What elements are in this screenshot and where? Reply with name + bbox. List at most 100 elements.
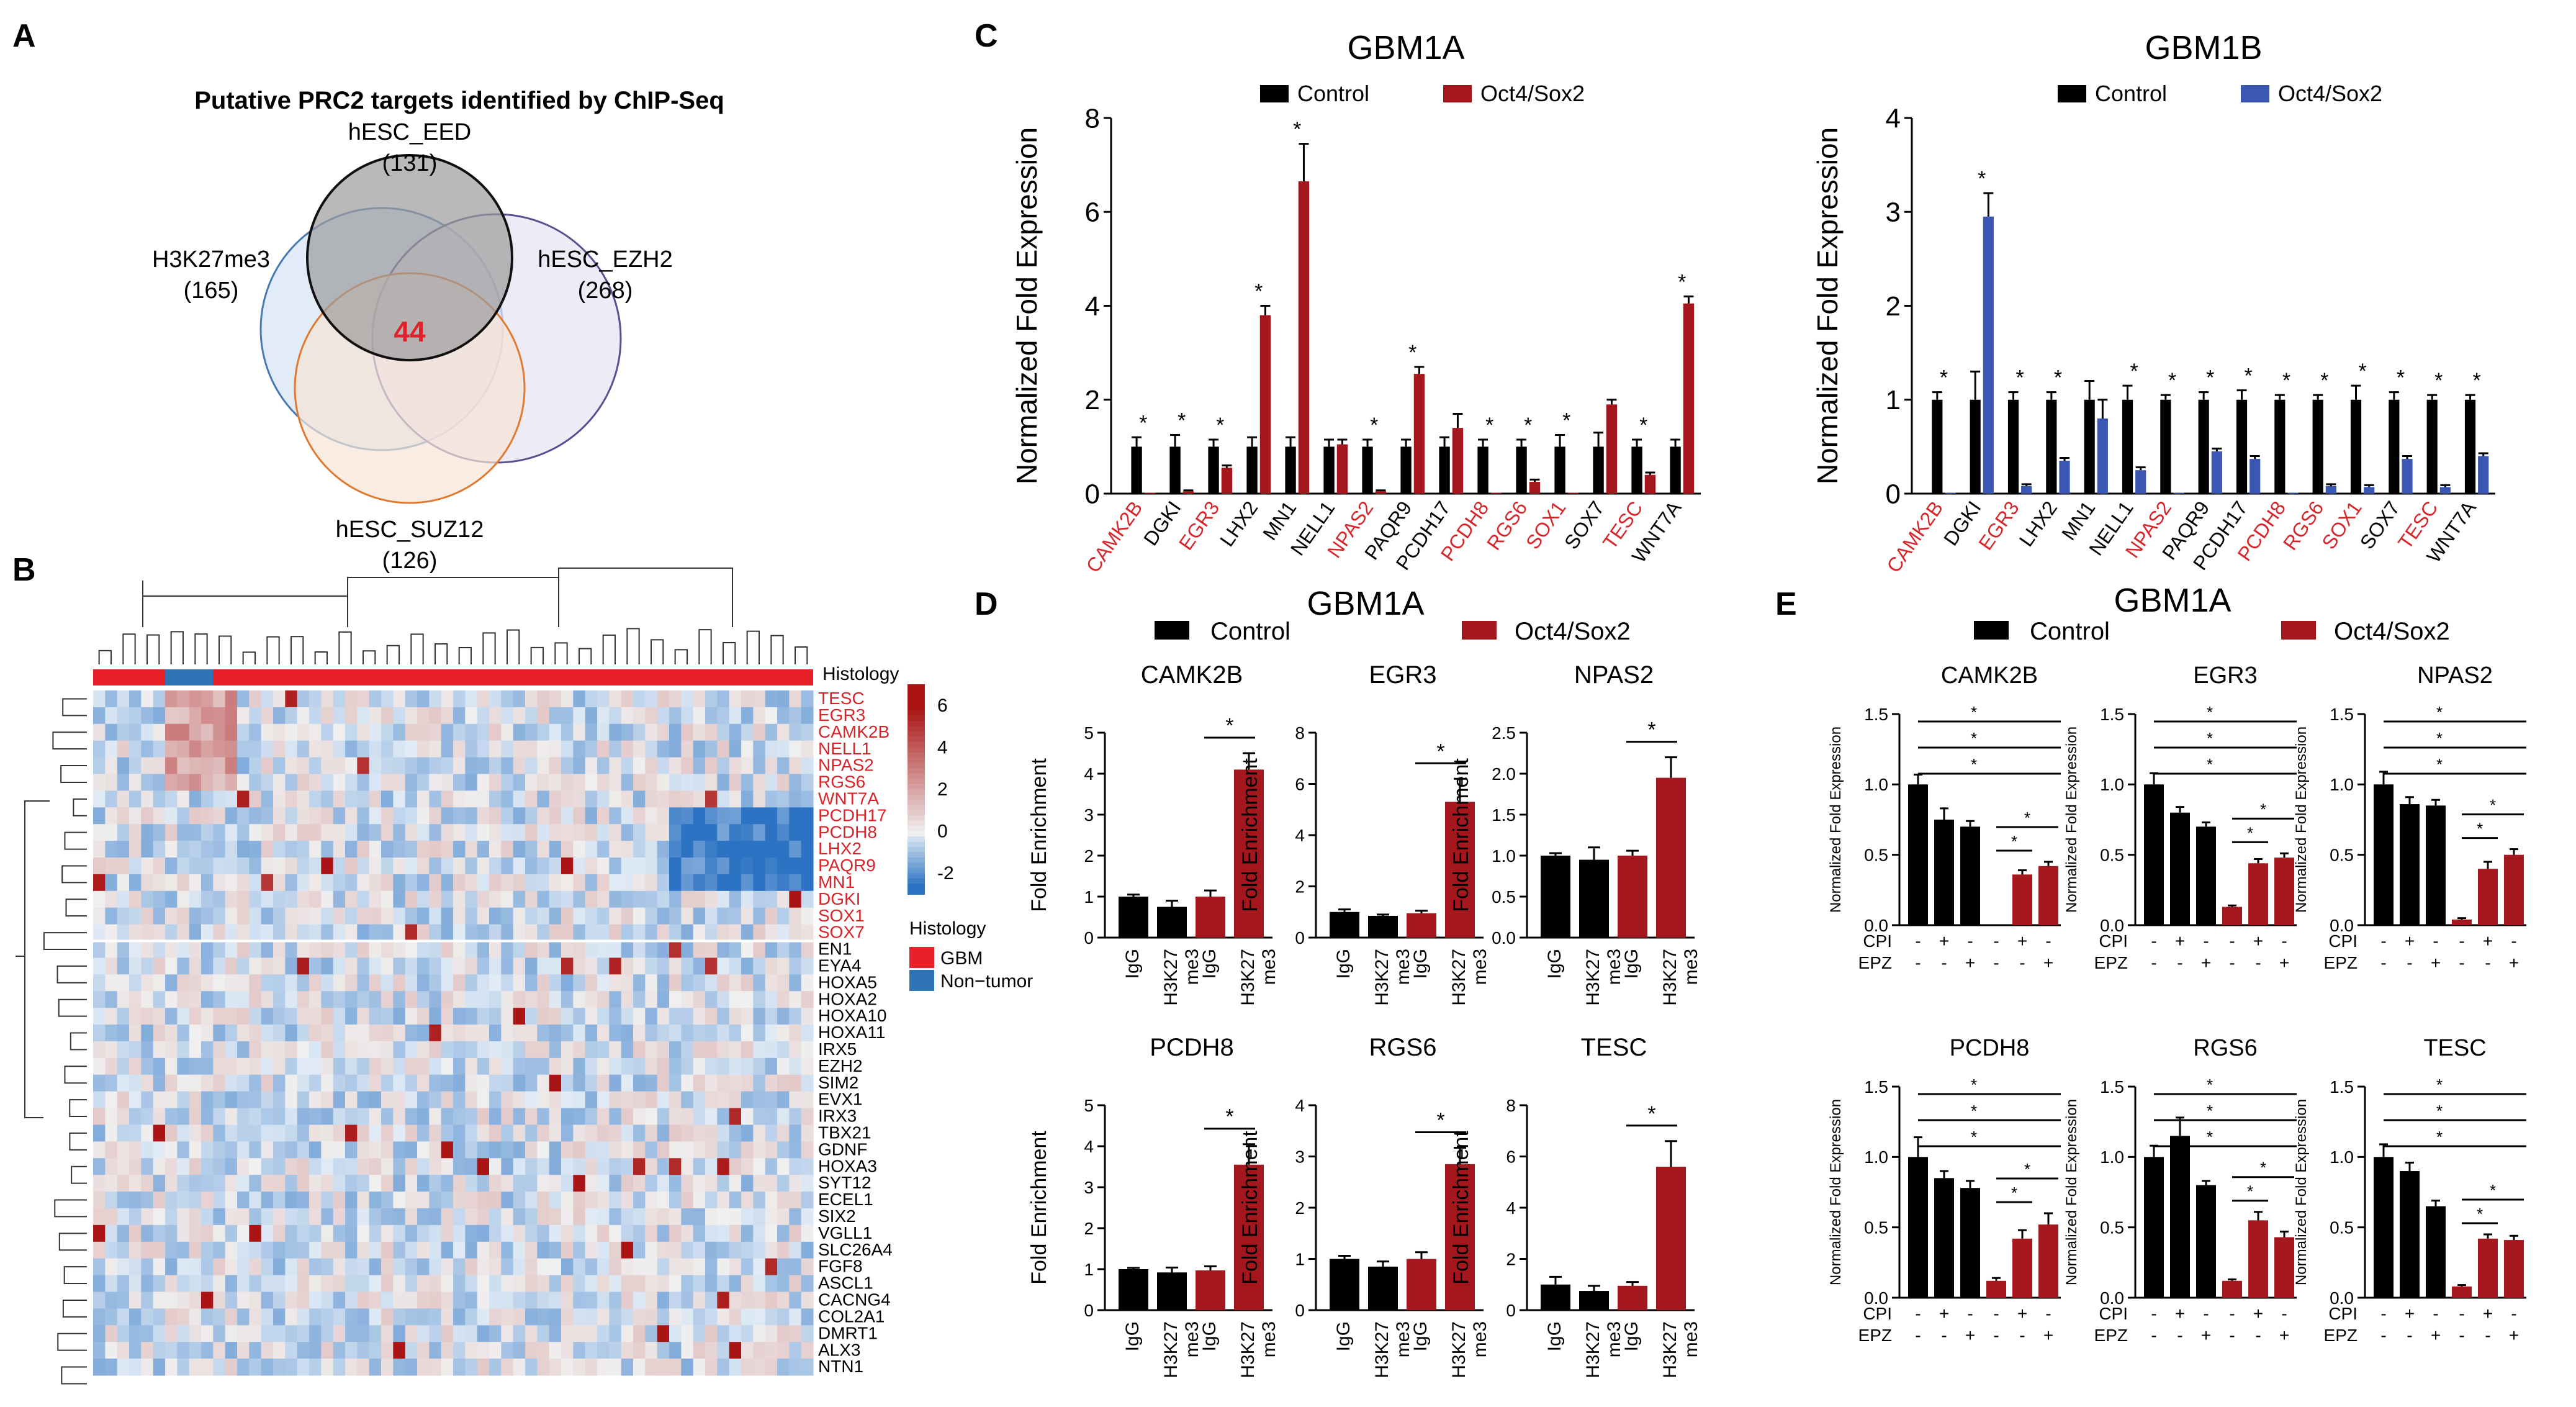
dendrogram-branch [410, 633, 424, 664]
heatmap-cell [621, 1091, 634, 1109]
heatmap-cell [369, 1308, 382, 1326]
heatmap-cell [669, 740, 682, 758]
heatmap-cell [741, 1124, 754, 1142]
heatmap-cell [129, 1074, 142, 1092]
heatmap-cell [273, 874, 286, 892]
heatmap-cell [237, 757, 250, 775]
heatmap-cell [405, 1308, 418, 1326]
significance-star: * [2320, 369, 2328, 392]
heatmap-cell [561, 1057, 574, 1075]
significance-star: * [1978, 167, 1986, 191]
heatmap-cell [237, 907, 250, 925]
heatmap-cell [321, 774, 334, 791]
heatmap-cell [549, 907, 562, 925]
bar-2 [2196, 826, 2216, 925]
heatmap-cell [525, 857, 538, 875]
heatmap-cell [477, 1275, 490, 1292]
heatmap-cell [393, 907, 406, 925]
scale-step [907, 710, 925, 717]
heatmap-cell [477, 740, 490, 758]
heatmap-cell [117, 991, 130, 1008]
heatmap-cell [453, 907, 466, 925]
heatmap-cell [777, 707, 790, 725]
significance-star: * [1940, 366, 1948, 390]
heatmap-cell [237, 874, 250, 892]
gene-label-tbx21: TBX21 [818, 1123, 871, 1142]
gene-label-evx1: EVX1 [818, 1090, 863, 1109]
heatmap-cell [465, 924, 478, 942]
bar-1 [2400, 804, 2420, 925]
heatmap-cell [141, 1342, 154, 1359]
heatmap-cell [681, 991, 694, 1008]
heatmap-cell [777, 723, 790, 741]
heatmap-cell [621, 1224, 634, 1242]
heatmap-cell [441, 1292, 454, 1309]
heatmap-cell [117, 790, 130, 808]
heatmap-cell [597, 841, 610, 858]
heatmap-cell [285, 774, 298, 791]
heatmap-cell [429, 907, 442, 925]
bar-5 [2038, 1224, 2058, 1298]
heatmap-cell [165, 790, 178, 808]
heatmap-cell [549, 1025, 562, 1042]
heatmap-cell [213, 924, 226, 942]
heatmap-cell [657, 1041, 670, 1059]
y-axis-label: Fold Enrichment [1027, 758, 1051, 912]
significance-star: * [2477, 820, 2483, 838]
heatmap-cell [657, 1224, 670, 1242]
gene-label-sox1: SOX1 [818, 906, 865, 925]
heatmap-cell [321, 1292, 334, 1309]
heatmap-cell [741, 707, 754, 725]
heatmap-cell [237, 1008, 250, 1025]
y-axis-label: Normalized Fold Expression [2293, 1099, 2310, 1285]
epz-mark: - [2019, 1326, 2025, 1345]
heatmap-cell [669, 757, 682, 775]
heatmap-cell [717, 924, 730, 942]
heatmap-cell [657, 874, 670, 892]
heatmap-cell [549, 1292, 562, 1309]
heatmap-cell [441, 1141, 454, 1159]
heatmap-cell [93, 1158, 106, 1175]
heatmap-cell [681, 974, 694, 992]
cpi-mark: - [2229, 931, 2235, 951]
y-tick-label: 0 [1295, 928, 1305, 948]
heatmap-cell [561, 1108, 574, 1125]
heatmap-cell [249, 707, 262, 725]
bar-control-rgs6 [2312, 399, 2323, 494]
heatmap-cell [345, 1208, 358, 1226]
heatmap-cell [357, 1108, 370, 1125]
heatmap-cell [393, 1208, 406, 1226]
heatmap-cell [237, 790, 250, 808]
heatmap-cell [717, 790, 730, 808]
heatmap-cell [609, 1292, 622, 1309]
heatmap-cell [681, 1091, 694, 1109]
heatmap-cell [429, 857, 442, 875]
heatmap-cell [513, 1057, 526, 1075]
heatmap-cell [369, 1041, 382, 1059]
heatmap-cell [633, 1041, 646, 1059]
heatmap-cell [657, 824, 670, 841]
heatmap-cell [165, 924, 178, 942]
heatmap-cell [585, 1359, 598, 1376]
heatmap-cell [681, 941, 694, 958]
heatmap-cell [657, 890, 670, 908]
heatmap-cell [369, 1108, 382, 1125]
cpi-mark: - [1915, 931, 1921, 951]
bar-1 [1934, 1178, 1954, 1298]
heatmap-cell [729, 1158, 742, 1175]
heatmap-cell [237, 1308, 250, 1326]
heatmap-cell [561, 1258, 574, 1276]
heatmap-cell [549, 1108, 562, 1125]
heatmap-cell [513, 1141, 526, 1159]
heatmap-cell [93, 740, 106, 758]
significance-star: * [2011, 1183, 2017, 1202]
epz-mark: - [2019, 953, 2025, 972]
heatmap-cell [273, 1275, 286, 1292]
heatmap-cell [621, 1124, 634, 1142]
heatmap-cell [561, 1091, 574, 1109]
heatmap-cell [333, 1208, 346, 1226]
heatmap-cell [285, 890, 298, 908]
heatmap-cell [729, 1224, 742, 1242]
heatmap-cell [93, 874, 106, 892]
